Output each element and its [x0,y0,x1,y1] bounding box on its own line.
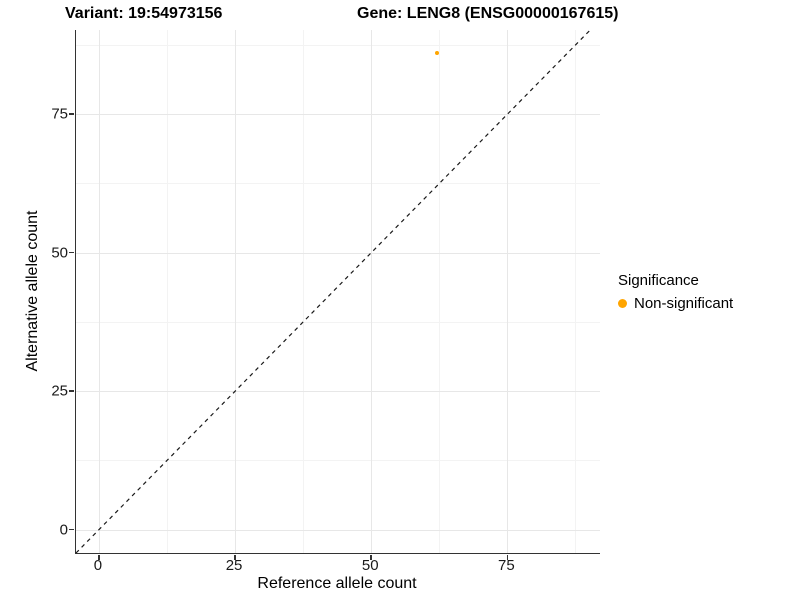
x-tick-mark [98,555,100,560]
gene-title: Gene: LENG8 (ENSG00000167615) [357,5,619,22]
y-tick-label: 25 [51,382,68,400]
legend: Significance Non-significant [618,272,733,312]
variant-title: Variant: 19:54973156 [65,5,223,22]
y-axis-title: Alternative allele count [24,210,41,372]
y-tick-label: 50 [51,244,68,262]
x-tick-mark [234,555,236,560]
y-tick-mark [69,528,74,531]
y-minor-gridline [76,460,600,462]
y-minor-gridline [76,44,600,46]
legend-point-icon [618,299,627,308]
x-minor-gridline [166,30,168,553]
y-major-gridline [76,391,600,393]
identity-line [75,29,591,554]
y-tick-mark [69,390,74,392]
y-major-gridline [76,252,600,254]
legend-title: Significance [618,272,699,289]
x-major-gridline [235,30,237,553]
legend-label: Non-significant [634,295,734,312]
x-minor-gridline [303,30,305,553]
x-tick-label: 25 [225,557,243,574]
legend-item: Non-significant [618,295,733,312]
x-tick-mark [506,555,509,560]
y-tick-label: 75 [51,105,68,123]
y-tick-label: 0 [59,521,68,539]
x-tick-mark [370,555,372,560]
x-major-gridline [507,30,509,553]
legend-items: Non-significant [618,295,733,312]
x-tick-label: 0 [93,557,103,574]
y-minor-gridline [76,321,600,323]
x-major-gridline [371,30,373,553]
y-tick-mark [69,251,74,254]
y-minor-gridline [76,183,600,185]
x-axis-title: Reference allele count [257,575,417,592]
x-tick-label: 50 [361,557,379,574]
data-point [434,51,439,56]
x-tick-label: 75 [498,557,515,574]
y-major-gridline [76,529,600,531]
y-major-gridline [76,114,600,116]
y-tick-mark [69,113,74,115]
x-minor-gridline [575,30,577,553]
x-minor-gridline [439,30,441,553]
plot-panel [69,29,600,560]
x-major-gridline [98,30,100,553]
